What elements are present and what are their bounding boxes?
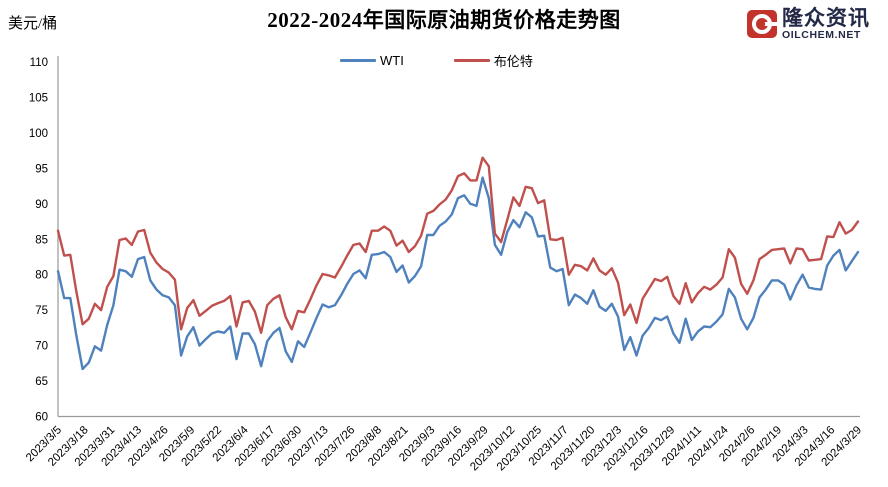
svg-text:60: 60 (35, 412, 48, 424)
wti-legend-label: WTI (380, 53, 404, 68)
chart-title: 2022-2024年国际原油期货价格走势图 (267, 8, 621, 32)
oilchem-logo-name: 隆众资讯 (782, 7, 870, 30)
svg-text:95: 95 (35, 163, 48, 175)
svg-text:110: 110 (30, 57, 48, 69)
svg-text:70: 70 (35, 341, 48, 353)
oilchem-logo-text: 隆众资讯 OILCHEM.NET (782, 8, 870, 41)
svg-text:65: 65 (35, 376, 48, 388)
wti-line-swatch (340, 59, 376, 62)
chart-legend: WTI 布伦特 (340, 51, 533, 70)
brent-line-swatch (453, 59, 490, 62)
brent-legend-label: 布伦特 (493, 54, 533, 69)
svg-text:100: 100 (29, 128, 48, 140)
svg-text:105: 105 (29, 92, 48, 104)
svg-text:85: 85 (35, 234, 48, 246)
oilchem-logo-domain: OILCHEM.NET (782, 29, 861, 41)
oilchem-logo: 隆众资讯 OILCHEM.NET (746, 8, 870, 41)
oilchem-logo-icon (747, 10, 777, 38)
svg-text:80: 80 (35, 270, 48, 282)
legend-item-wti: WTI (340, 53, 404, 68)
svg-text:90: 90 (35, 199, 48, 211)
y-axis-unit-label: 美元/桶 (8, 16, 58, 32)
legend-item-brent: 布伦特 (453, 51, 533, 70)
svg-text:75: 75 (35, 305, 48, 317)
